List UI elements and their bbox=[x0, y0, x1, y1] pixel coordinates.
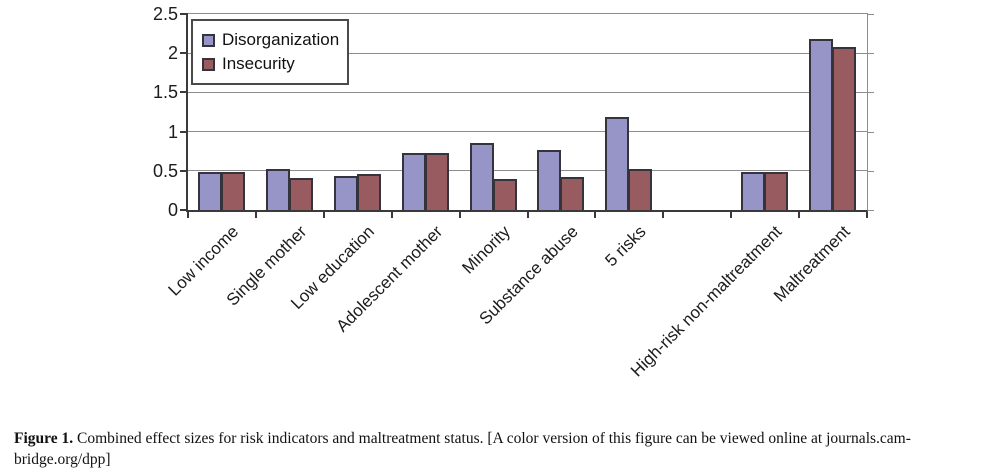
legend: Disorganization Insecurity bbox=[191, 19, 349, 85]
legend-item-insecurity: Insecurity bbox=[202, 52, 339, 76]
legend-label-disorganization: Disorganization bbox=[222, 30, 340, 49]
x-category-label: Minority bbox=[458, 222, 514, 278]
right-axis-tick bbox=[868, 14, 874, 15]
x-category-label: High-risk non-maltreatment bbox=[627, 222, 786, 381]
bar-insecurity bbox=[356, 174, 381, 210]
right-axis-tick bbox=[868, 131, 874, 133]
bar-disorganization bbox=[741, 172, 766, 210]
bar-disorganization bbox=[605, 117, 630, 210]
x-axis-tick bbox=[526, 212, 529, 218]
x-axis-tick bbox=[798, 212, 801, 218]
right-axis-tick bbox=[868, 53, 874, 55]
gridline bbox=[188, 170, 867, 172]
x-axis-tick bbox=[322, 212, 325, 218]
insecurity-swatch bbox=[202, 57, 215, 71]
y-tick-label: 1.5 bbox=[152, 82, 178, 103]
figure-caption-line2: bridge.org/dpp] bbox=[14, 451, 111, 468]
x-axis-tick bbox=[254, 212, 257, 218]
y-axis-tick bbox=[180, 130, 188, 133]
x-axis-tick bbox=[187, 212, 189, 218]
bar-chart: Disorganization Insecurity 0 0.5 1 1.5 2 2.5 L… bbox=[152, 4, 874, 381]
bar-disorganization bbox=[197, 172, 222, 210]
x-axis-tick bbox=[730, 212, 733, 218]
bar-disorganization bbox=[809, 39, 834, 210]
y-axis-tick bbox=[180, 52, 188, 55]
figure-caption-label: Figure 1. bbox=[14, 430, 74, 447]
bar-disorganization bbox=[401, 153, 426, 210]
x-axis-tick bbox=[866, 212, 868, 218]
bar-insecurity bbox=[424, 153, 449, 210]
y-tick-label: 0.5 bbox=[152, 160, 178, 181]
bar-disorganization bbox=[537, 150, 562, 210]
x-axis-tick bbox=[594, 212, 597, 218]
y-axis-tick bbox=[180, 209, 188, 211]
gridline bbox=[188, 131, 867, 133]
right-axis-tick bbox=[868, 170, 874, 172]
gridline bbox=[188, 52, 867, 54]
right-axis-tick bbox=[868, 210, 874, 211]
bar-insecurity bbox=[764, 172, 789, 210]
y-tick-label: 2.5 bbox=[152, 4, 178, 24]
bar-disorganization bbox=[265, 169, 290, 210]
x-axis-tick bbox=[458, 212, 461, 218]
x-axis-tick bbox=[662, 212, 665, 218]
bar-insecurity bbox=[560, 177, 585, 210]
legend-label-insecurity: Insecurity bbox=[222, 54, 295, 73]
bar-insecurity bbox=[220, 172, 245, 210]
y-axis-tick bbox=[180, 91, 188, 94]
y-axis-tick bbox=[180, 13, 188, 15]
figure-caption-line1: Combined effect sizes for risk indicator… bbox=[77, 430, 911, 447]
plot-area: Disorganization Insecurity bbox=[186, 13, 868, 212]
right-axis-tick bbox=[868, 92, 874, 94]
y-tick-label: 2 bbox=[167, 43, 178, 64]
bar-insecurity bbox=[628, 169, 653, 210]
y-tick-label: 0 bbox=[167, 200, 178, 220]
y-axis-tick bbox=[180, 169, 188, 172]
bar-disorganization bbox=[469, 143, 494, 210]
bar-insecurity bbox=[492, 179, 517, 210]
y-tick-label: 1 bbox=[167, 121, 178, 142]
x-category-label: 5 risks bbox=[601, 222, 650, 271]
disorganization-swatch bbox=[202, 33, 215, 47]
bar-disorganization bbox=[333, 176, 358, 210]
legend-item-disorganization: Disorganization bbox=[202, 28, 339, 52]
bar-insecurity bbox=[288, 178, 313, 210]
figure-caption: Figure 1. Combined effect sizes for risk… bbox=[14, 428, 992, 470]
bar-insecurity bbox=[832, 47, 857, 210]
gridline bbox=[188, 91, 867, 93]
x-axis-tick bbox=[390, 212, 393, 218]
